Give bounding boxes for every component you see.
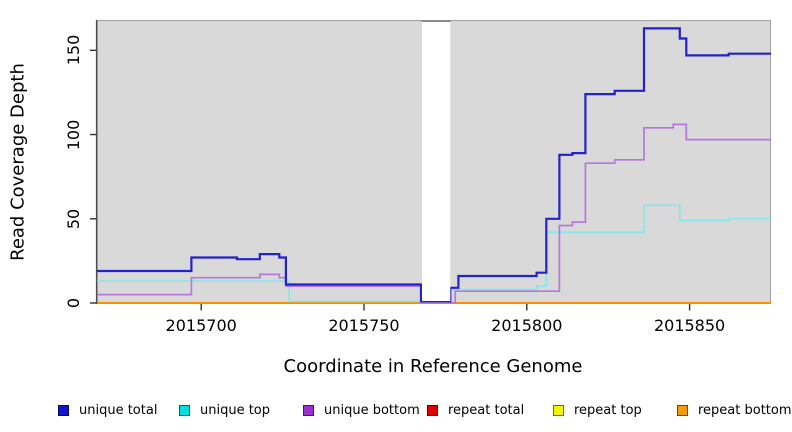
masked-region-top-edge — [421, 20, 451, 22]
unique-top-swatch-icon — [179, 404, 190, 416]
x-tick-label-2015750: 2015750 — [328, 316, 400, 335]
legend-item-unique-bottom: unique bottom — [303, 399, 420, 421]
y-axis-title: Read Coverage Depth — [7, 63, 29, 261]
legend-item-unique-total: unique total — [58, 399, 157, 421]
legend-item-repeat-total: repeat total — [427, 399, 524, 421]
legend-label: unique top — [200, 402, 271, 418]
x-axis-title: Coordinate in Reference Genome — [283, 356, 583, 377]
y-tick-label-50: 50 — [64, 208, 83, 229]
x-tick-label-2015800: 2015800 — [491, 316, 563, 335]
legend-label: repeat top — [574, 402, 642, 418]
legend-label: repeat bottom — [698, 402, 792, 418]
legend: unique total unique top unique bottom re… — [0, 399, 792, 421]
repeat-bottom-swatch-icon — [677, 404, 688, 416]
series-line-unique-bottom — [97, 123, 771, 304]
x-tick-label-2015850: 2015850 — [653, 316, 726, 335]
masked-region — [422, 20, 451, 301]
y-tick-label-0: 0 — [64, 297, 83, 309]
y-tick-label-150: 150 — [64, 35, 83, 66]
unique-bottom-swatch-icon — [303, 404, 314, 416]
legend-label: unique total — [79, 402, 158, 418]
legend-label: unique bottom — [324, 402, 420, 418]
series-line-unique-total — [97, 27, 771, 303]
legend-label: repeat total — [448, 402, 525, 418]
plot-area — [97, 20, 771, 304]
y-tick-label-100: 100 — [64, 119, 83, 150]
legend-item-repeat-top: repeat top — [553, 399, 642, 421]
legend-item-unique-top: unique top — [179, 399, 270, 421]
x-tick-label-2015700: 2015700 — [165, 316, 237, 335]
legend-item-repeat-bottom: repeat bottom — [677, 399, 792, 421]
unique-total-swatch-icon — [58, 404, 69, 416]
repeat-top-swatch-icon — [553, 404, 564, 416]
repeat-total-swatch-icon — [427, 404, 438, 416]
